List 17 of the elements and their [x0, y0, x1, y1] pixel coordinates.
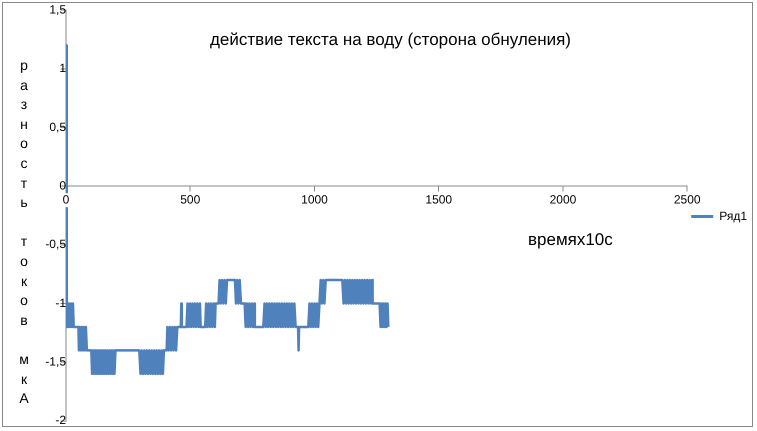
x-tick-label: 1000	[301, 192, 328, 206]
y-tick-label: 0,5	[49, 120, 66, 134]
y-tick-label: 0	[59, 178, 66, 192]
y-tick-label: -1	[55, 296, 66, 310]
y-tick-label: 1,5	[49, 2, 66, 17]
y-tick-label: -0,5	[45, 237, 66, 252]
text: действие текста на воду (сторона обнуления)	[210, 29, 572, 51]
y-tick-label: -1,5	[45, 354, 66, 368]
y-tick-label: 1	[59, 61, 66, 76]
x-axis-title: времях10с	[528, 230, 613, 250]
text: разность токов мкА	[19, 57, 29, 406]
x-tick-label: 2500	[674, 192, 701, 206]
x-tick-label: 1500	[425, 192, 452, 206]
x-tick-label: 500	[180, 192, 201, 206]
legend-label: Ряд1	[719, 208, 748, 223]
x-tick-label: 2000	[550, 192, 577, 206]
y-tick-label: -2	[55, 413, 66, 428]
